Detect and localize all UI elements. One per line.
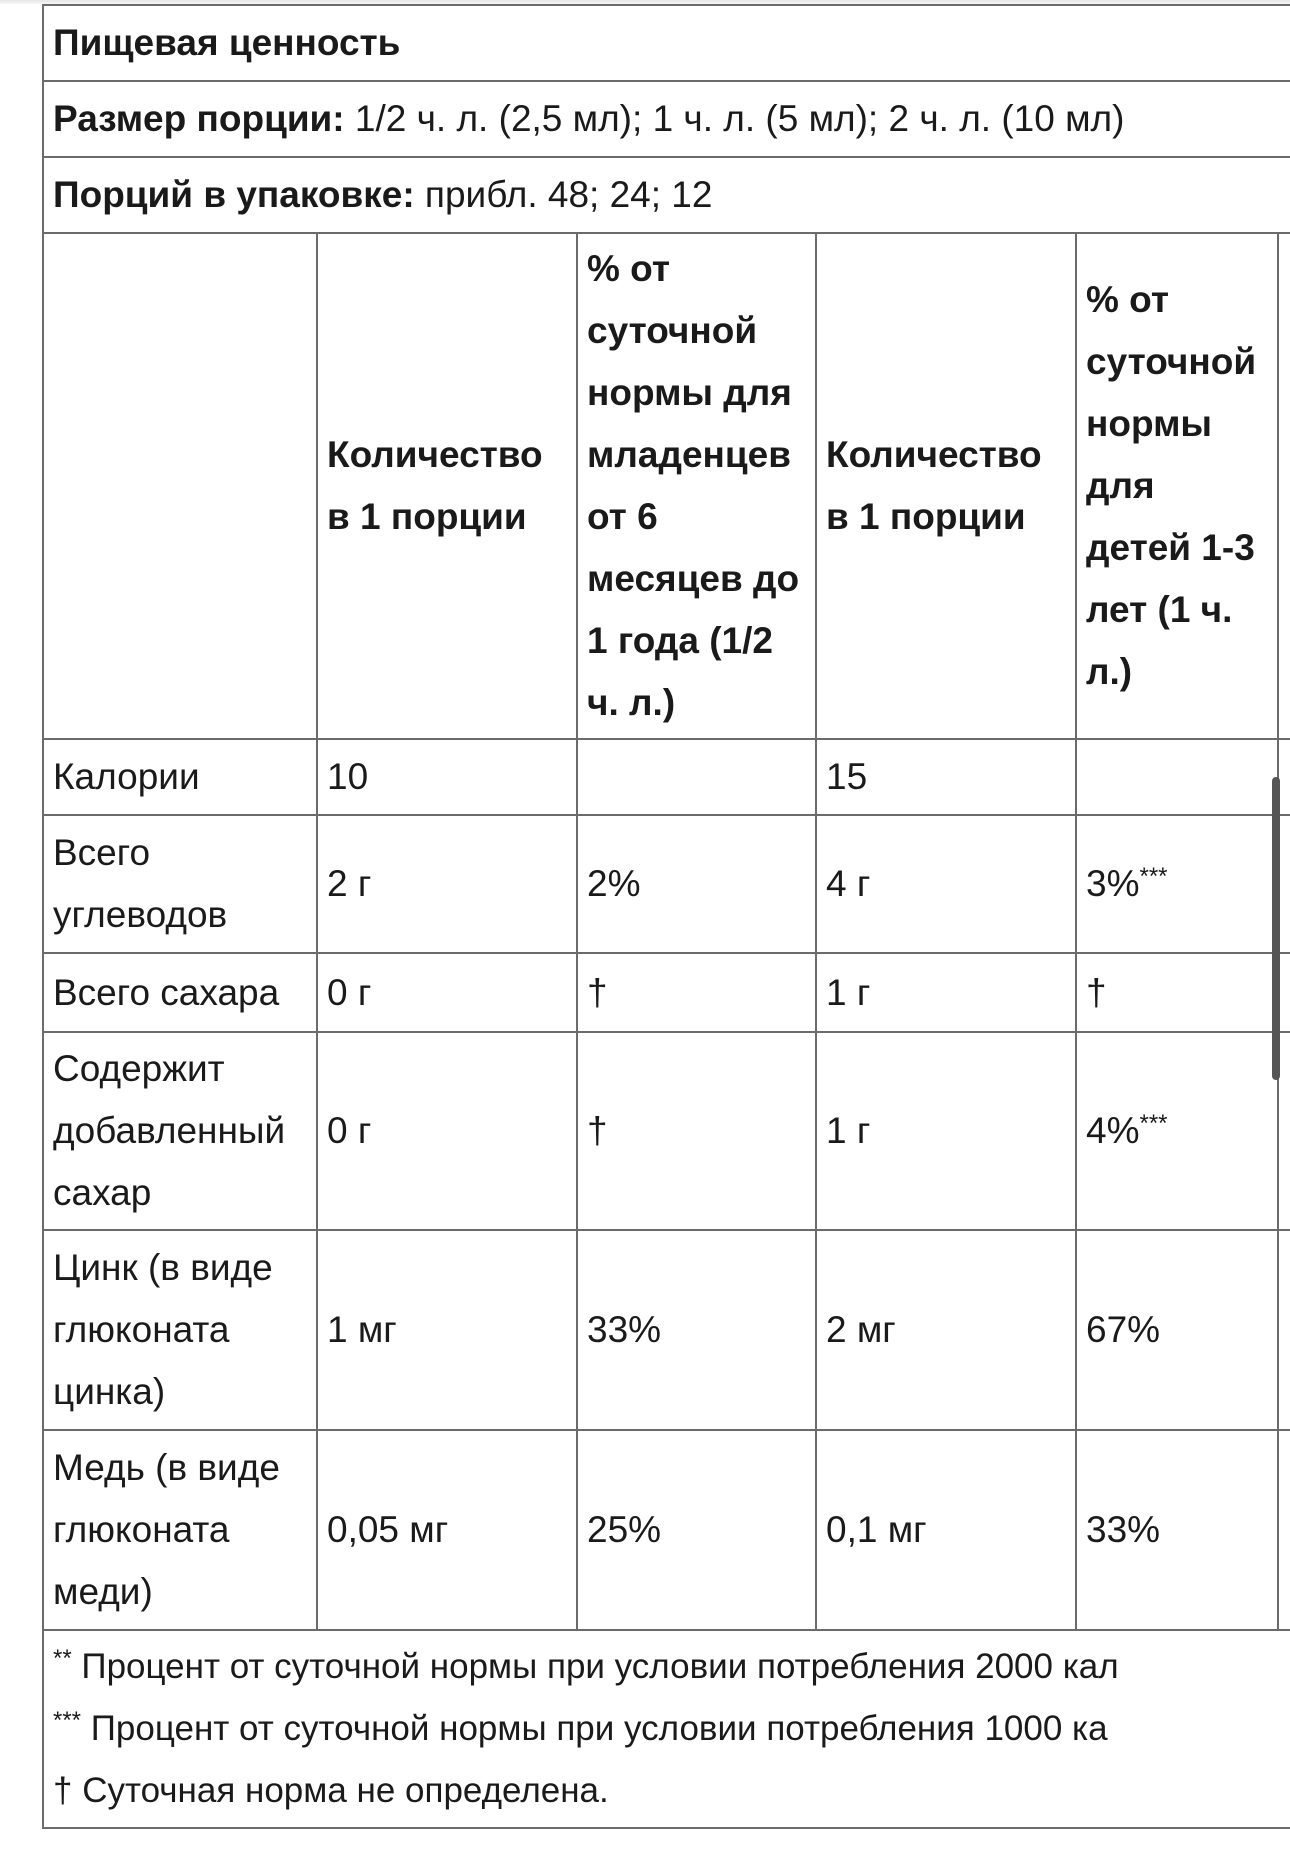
amount-child: 0,1 мг (815, 1429, 1077, 1631)
servings-value: прибл. 48; 24; 12 (414, 174, 713, 215)
amount-child: 1 г (815, 1031, 1077, 1231)
footnote: † Суточная норма не определена. (53, 1771, 609, 1810)
amount-infant: 2 г (316, 814, 578, 954)
nutrient-name: Медь (в виде глюконата меди) (42, 1429, 318, 1631)
table-row: Всего сахара 0 г † 1 г † (42, 952, 1290, 1033)
nutrient-name: Калории (42, 738, 318, 816)
dv-child: 3%*** (1075, 814, 1279, 954)
serving-size-value: 1/2 ч. л. (2,5 мл); 1 ч. л. (5 мл); 2 ч.… (344, 98, 1125, 139)
header-cut-off (1276, 232, 1290, 740)
amount-infant: 10 (316, 738, 578, 816)
nutrient-name: Цинк (в виде глюконата цинка) (42, 1229, 318, 1431)
top-shadow (0, 0, 1290, 4)
amount-infant: 0 г (316, 1031, 578, 1231)
vertical-scrollbar[interactable] (1272, 777, 1280, 1080)
amount-child: 15 (815, 738, 1077, 816)
cut-off-cell (1276, 1429, 1290, 1631)
table-row: Медь (в виде глюконата меди) 0,05 мг 25%… (42, 1429, 1290, 1631)
nutrition-facts-table: Пищевая ценность Размер порции: 1/2 ч. л… (41, 4, 1290, 1829)
footnote: *** Процент от суточной нормы при услови… (53, 1707, 1108, 1749)
dv-infant (576, 738, 817, 816)
header-dv-infant: % от суточной нормы для младенцев от 6 м… (576, 232, 817, 740)
dv-child: † (1075, 952, 1279, 1033)
header-nutrient (42, 232, 318, 740)
header-dv-child: % от суточной нормы для детей 1-3 лет (1… (1075, 232, 1279, 740)
footnote: ** Процент от суточной нормы при условии… (53, 1645, 1119, 1687)
dv-infant: 33% (576, 1229, 817, 1431)
dv-child (1075, 738, 1279, 816)
amount-infant: 0 г (316, 952, 578, 1033)
amount-infant: 1 мг (316, 1229, 578, 1431)
amount-child: 4 г (815, 814, 1077, 954)
table-row: Всего углеводов 2 г 2% 4 г 3%*** (42, 814, 1290, 954)
table-row: Калории 10 15 (42, 738, 1290, 816)
serving-size-label: Размер порции: (53, 98, 345, 139)
servings-label: Порций в упаковке: (53, 174, 415, 215)
nutrition-facts-table-container: Пищевая ценность Размер порции: 1/2 ч. л… (41, 4, 1290, 1829)
title-row: Пищевая ценность (41, 4, 1290, 82)
dv-infant: † (576, 952, 817, 1033)
table-row: Цинк (в виде глюконата цинка) 1 мг 33% 2… (42, 1229, 1290, 1431)
header-row: Количество в 1 порции % от суточной норм… (42, 232, 1290, 740)
serving-size-row: Размер порции: 1/2 ч. л. (2,5 мл); 1 ч. … (41, 80, 1290, 158)
header-amount-child: Количество в 1 порции (815, 232, 1077, 740)
dv-infant: 25% (576, 1429, 817, 1631)
footnotes-row: ** Процент от суточной нормы при условии… (41, 1629, 1290, 1829)
servings-per-container-row: Порций в упаковке: прибл. 48; 24; 12 (41, 156, 1290, 234)
nutrient-name: Всего углеводов (42, 814, 318, 954)
footnotes: ** Процент от суточной нормы при условии… (41, 1629, 1290, 1829)
dv-child: 4%*** (1075, 1031, 1279, 1231)
cut-off-cell (1276, 1229, 1290, 1431)
amount-child: 1 г (815, 952, 1077, 1033)
dv-infant: † (576, 1031, 817, 1231)
header-amount-infant: Количество в 1 порции (316, 232, 578, 740)
nutrient-name: Всего сахара (42, 952, 318, 1033)
amount-infant: 0,05 мг (316, 1429, 578, 1631)
table-title: Пищевая ценность (41, 4, 1290, 82)
dv-child: 67% (1075, 1229, 1279, 1431)
amount-child: 2 мг (815, 1229, 1077, 1431)
dv-infant: 2% (576, 814, 817, 954)
table-row: Содержит добавленный сахар 0 г † 1 г 4%*… (42, 1031, 1290, 1231)
nutrient-name: Содержит добавленный сахар (42, 1031, 318, 1231)
dv-child: 33% (1075, 1429, 1279, 1631)
